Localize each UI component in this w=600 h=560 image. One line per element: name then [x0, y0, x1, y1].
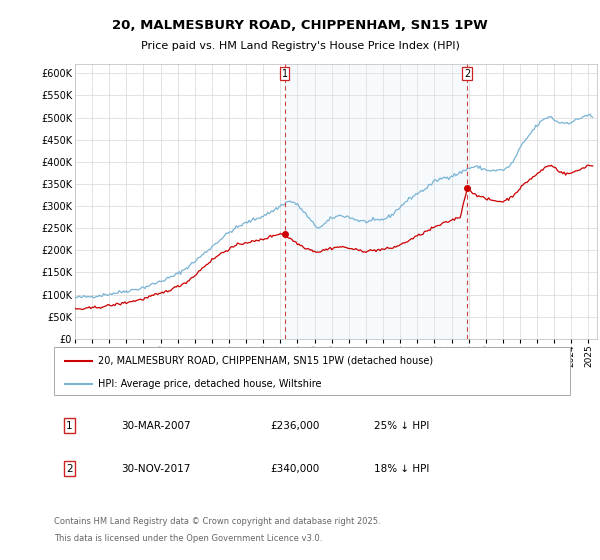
Bar	[284, 64, 467, 339]
Text: 25% ↓ HPI: 25% ↓ HPI	[374, 421, 429, 431]
Text: 20, MALMESBURY ROAD, CHIPPENHAM, SN15 1PW: 20, MALMESBURY ROAD, CHIPPENHAM, SN15 1P…	[112, 18, 488, 32]
Text: 30-NOV-2017: 30-NOV-2017	[121, 464, 190, 474]
Text: Contains HM Land Registry data © Crown copyright and database right 2025.: Contains HM Land Registry data © Crown c…	[54, 517, 380, 526]
Text: Price paid vs. HM Land Registry's House Price Index (HPI): Price paid vs. HM Land Registry's House …	[140, 41, 460, 51]
Text: 30-MAR-2007: 30-MAR-2007	[121, 421, 191, 431]
Text: 2: 2	[66, 464, 73, 474]
Text: £236,000: £236,000	[271, 421, 320, 431]
Text: HPI: Average price, detached house, Wiltshire: HPI: Average price, detached house, Wilt…	[98, 379, 322, 389]
FancyBboxPatch shape	[54, 347, 570, 395]
Text: 20, MALMESBURY ROAD, CHIPPENHAM, SN15 1PW (detached house): 20, MALMESBURY ROAD, CHIPPENHAM, SN15 1P…	[98, 356, 433, 366]
Text: 1: 1	[281, 68, 288, 78]
Text: 18% ↓ HPI: 18% ↓ HPI	[374, 464, 429, 474]
Text: This data is licensed under the Open Government Licence v3.0.: This data is licensed under the Open Gov…	[54, 534, 322, 543]
Text: 1: 1	[66, 421, 73, 431]
Text: £340,000: £340,000	[271, 464, 320, 474]
Text: 2: 2	[464, 68, 470, 78]
